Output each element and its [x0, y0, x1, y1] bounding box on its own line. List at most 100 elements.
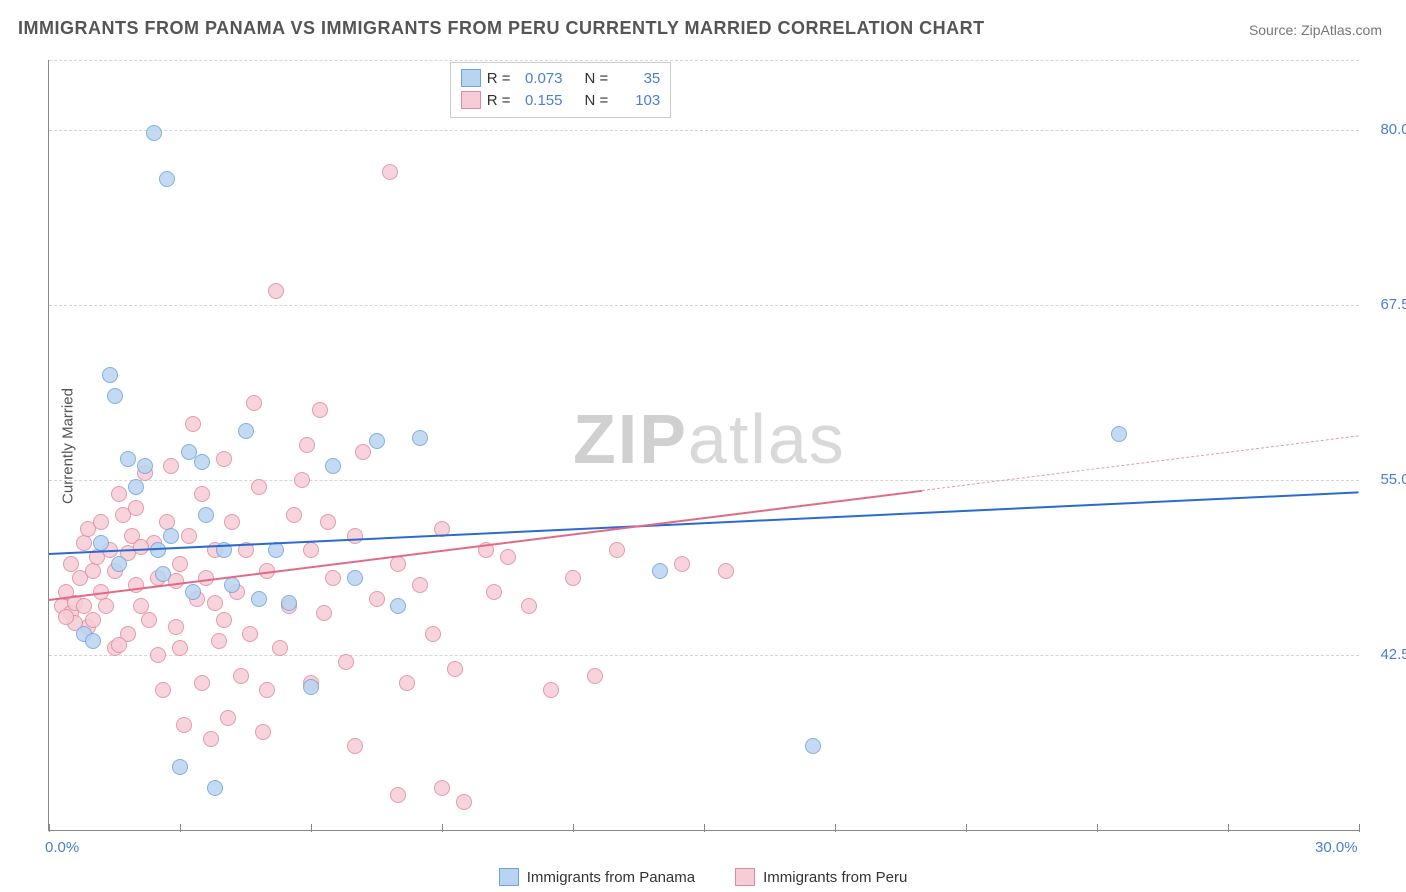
peru-point: [93, 514, 109, 530]
peru-point: [216, 612, 232, 628]
peru-point: [242, 626, 258, 642]
peru-point: [259, 682, 275, 698]
peru-point: [172, 640, 188, 656]
panama-point: [102, 367, 118, 383]
peru-point: [168, 619, 184, 635]
peru-point: [255, 724, 271, 740]
legend-n-label: N =: [584, 70, 608, 87]
peru-point: [98, 598, 114, 614]
peru-point: [521, 598, 537, 614]
x-tick: [442, 824, 443, 832]
panama-point: [155, 566, 171, 582]
x-tick: [573, 824, 574, 832]
legend-r-label: R =: [487, 92, 511, 109]
peru-point: [85, 563, 101, 579]
legend-swatch: [735, 868, 755, 886]
peru-point: [163, 458, 179, 474]
peru-point: [316, 605, 332, 621]
peru-point: [674, 556, 690, 572]
peru-point: [111, 637, 127, 653]
panama-point: [390, 598, 406, 614]
legend-bottom: Immigrants from PanamaImmigrants from Pe…: [0, 868, 1406, 886]
peru-point: [85, 612, 101, 628]
peru-point: [203, 731, 219, 747]
peru-point: [220, 710, 236, 726]
x-tick: [1097, 824, 1098, 832]
panama-point: [159, 171, 175, 187]
peru-point: [456, 794, 472, 810]
gridline: [49, 130, 1359, 131]
peru-point: [172, 556, 188, 572]
x-tick: [1359, 824, 1360, 832]
panama-point: [198, 507, 214, 523]
peru-point: [233, 668, 249, 684]
panama-point: [805, 738, 821, 754]
peru-point: [382, 164, 398, 180]
legend-n-label: N =: [584, 92, 608, 109]
peru-point: [268, 283, 284, 299]
peru-point: [347, 738, 363, 754]
legend-row: R =0.155N =103: [461, 89, 661, 111]
legend-swatch: [461, 69, 481, 87]
x-tick: [49, 824, 50, 832]
panama-point: [1111, 426, 1127, 442]
peru-point: [194, 486, 210, 502]
peru-point: [111, 486, 127, 502]
panama-point: [146, 125, 162, 141]
peru-point: [369, 591, 385, 607]
panama-point: [111, 556, 127, 572]
legend-n-value: 103: [614, 92, 660, 109]
peru-point: [390, 556, 406, 572]
peru-trendline: [49, 490, 923, 601]
gridline: [49, 305, 1359, 306]
peru-point: [587, 668, 603, 684]
peru-point: [425, 626, 441, 642]
legend-r-label: R =: [487, 70, 511, 87]
panama-point: [412, 430, 428, 446]
panama-trendline: [49, 491, 1359, 555]
legend-r-value: 0.073: [516, 70, 562, 87]
legend-label: Immigrants from Panama: [527, 869, 695, 886]
panama-point: [137, 458, 153, 474]
panama-point: [251, 591, 267, 607]
peru-point: [251, 479, 267, 495]
peru-point: [294, 472, 310, 488]
x-tick: [311, 824, 312, 832]
gridline: [49, 60, 1359, 61]
panama-point: [172, 759, 188, 775]
source-attribution: Source: ZipAtlas.com: [1249, 22, 1382, 38]
panama-point: [107, 388, 123, 404]
y-tick-label: 42.5%: [1365, 646, 1406, 663]
legend-swatch: [499, 868, 519, 886]
panama-point: [238, 423, 254, 439]
peru-point: [224, 514, 240, 530]
panama-point: [120, 451, 136, 467]
x-tick: [180, 824, 181, 832]
peru-point: [609, 542, 625, 558]
panama-point: [325, 458, 341, 474]
gridline: [49, 480, 1359, 481]
peru-point: [325, 570, 341, 586]
panama-point: [652, 563, 668, 579]
peru-point: [176, 717, 192, 733]
peru-point: [207, 595, 223, 611]
chart-title: IMMIGRANTS FROM PANAMA VS IMMIGRANTS FRO…: [18, 18, 985, 39]
x-tick-label: 0.0%: [45, 839, 79, 856]
panama-point: [303, 679, 319, 695]
panama-point: [128, 479, 144, 495]
legend-correlation: R =0.073N =35R =0.155N =103: [450, 62, 672, 118]
peru-point: [412, 577, 428, 593]
peru-point: [133, 539, 149, 555]
peru-point: [355, 444, 371, 460]
x-tick-label: 30.0%: [1315, 839, 1358, 856]
peru-point: [565, 570, 581, 586]
peru-point: [272, 640, 288, 656]
y-tick-label: 55.0%: [1365, 471, 1406, 488]
peru-point: [211, 633, 227, 649]
panama-point: [194, 454, 210, 470]
peru-point: [76, 535, 92, 551]
peru-point: [150, 647, 166, 663]
x-tick: [966, 824, 967, 832]
peru-point: [246, 395, 262, 411]
peru-point: [486, 584, 502, 600]
